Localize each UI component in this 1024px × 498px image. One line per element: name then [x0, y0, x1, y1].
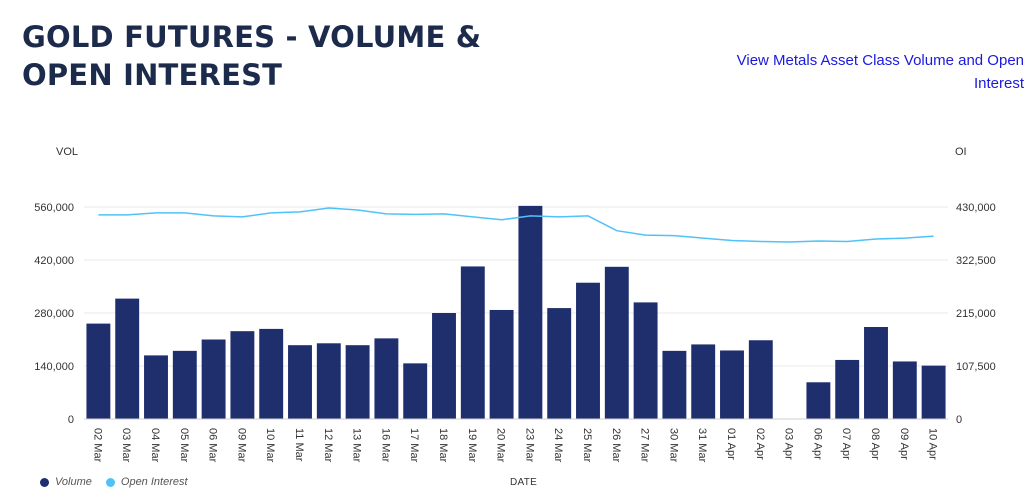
x-tick-label: 20 Mar [495, 428, 507, 463]
left-axis-title: VOL [56, 146, 79, 158]
x-tick-label: 10 Mar [264, 428, 276, 463]
x-tick-label: 02 Apr [754, 428, 766, 460]
volume-bar [316, 343, 341, 419]
right-axis-title: OI [955, 146, 967, 158]
x-tick-label: 09 Apr [898, 428, 910, 460]
volume-bar [201, 339, 226, 419]
volume-bar [720, 350, 744, 419]
open-interest-line [98, 207, 934, 243]
open-interest-marker-icon [105, 477, 115, 487]
metals-asset-class-link[interactable]: View Metals Asset Class Volume and Open … [736, 52, 1024, 92]
volume-bar [835, 359, 860, 419]
volume-bar [892, 361, 917, 419]
x-tick-label: 01 Apr [725, 428, 737, 460]
volume-bar [806, 382, 831, 419]
x-tick-label: 10 Apr [927, 428, 939, 460]
x-tick-label: 18 Mar [437, 428, 449, 463]
x-tick-label: 30 Mar [667, 428, 679, 463]
volume-bar [662, 350, 687, 419]
left-tick-label: 140,000 [34, 361, 74, 373]
volume-bar [633, 302, 658, 419]
volume-bar [144, 355, 168, 419]
volume-bar [345, 345, 370, 419]
x-tick-label: 19 Mar [466, 428, 478, 463]
x-tick-label: 26 Mar [610, 428, 622, 463]
volume-marker-icon [40, 477, 49, 487]
volume-bar [288, 345, 312, 419]
volume-bar [115, 298, 140, 419]
volume-bar [604, 266, 629, 419]
volume-bar [403, 363, 428, 419]
legend-item-open-interest[interactable]: Open Interest [105, 476, 188, 488]
x-tick-label: 02 Mar [91, 428, 103, 463]
x-tick-label: 31 Mar [696, 428, 708, 463]
x-tick-label: 12 Mar [322, 428, 334, 463]
volume-bar [230, 331, 255, 419]
volume-bar [489, 309, 514, 419]
x-tick-label: 03 Mar [120, 428, 132, 463]
x-tick-label: 23 Mar [523, 428, 535, 463]
volume-bar [432, 313, 456, 419]
x-tick-label: 08 Apr [869, 428, 881, 460]
volume-bar [921, 365, 946, 419]
x-tick-label: 06 Mar [207, 428, 219, 463]
volume-bar [374, 338, 399, 419]
x-tick-label: 24 Mar [552, 428, 564, 463]
volume-bar [518, 205, 543, 419]
left-tick-label: 0 [68, 414, 74, 426]
right-tick-label: 430,000 [956, 202, 996, 214]
page-title: GOLD FUTURES - VOLUME & OPEN INTEREST [22, 20, 482, 92]
right-tick-label: 0 [956, 414, 962, 426]
legend-label-open-interest: Open Interest [120, 476, 188, 488]
volume-bar [460, 266, 485, 419]
left-tick-label: 560,000 [34, 202, 74, 214]
x-tick-label: 27 Mar [639, 428, 651, 463]
volume-oi-chart: 0 140,000 280,000 420,000 560,000 0 107,500 215… [34, 202, 996, 463]
volume-bar [259, 328, 284, 419]
volume-bar [547, 308, 572, 419]
x-tick-label: 17 Mar [408, 428, 420, 463]
x-tick-label: 07 Apr [840, 428, 852, 460]
chart-legend: Volume Open Interest [40, 476, 188, 488]
left-tick-label: 420,000 [34, 255, 74, 267]
right-tick-label: 107,500 [956, 361, 996, 373]
right-tick-label: 322,500 [956, 255, 996, 267]
x-tick-label: 04 Mar [149, 428, 161, 463]
x-tick-label: 25 Mar [581, 428, 593, 463]
volume-bar [172, 350, 197, 419]
right-tick-label: 215,000 [956, 308, 996, 320]
left-tick-label: 280,000 [34, 308, 74, 320]
legend-item-volume[interactable]: Volume [40, 476, 92, 488]
x-tick-label: 09 Mar [235, 428, 247, 463]
volume-bar [576, 282, 600, 419]
volume-bar [691, 344, 716, 419]
volume-bar [748, 340, 773, 419]
x-tick-label: 05 Mar [178, 428, 190, 463]
x-tick-label: 11 Mar [293, 428, 305, 462]
x-tick-label: 16 Mar [379, 428, 391, 463]
volume-bar [864, 327, 888, 419]
x-tick-label: 03 Apr [783, 428, 795, 460]
x-tick-label: 13 Mar [351, 428, 363, 463]
x-axis-title: DATE [510, 477, 538, 488]
legend-label-volume: Volume [55, 476, 92, 488]
x-tick-label: 06 Apr [811, 428, 823, 460]
volume-bar [86, 323, 111, 419]
